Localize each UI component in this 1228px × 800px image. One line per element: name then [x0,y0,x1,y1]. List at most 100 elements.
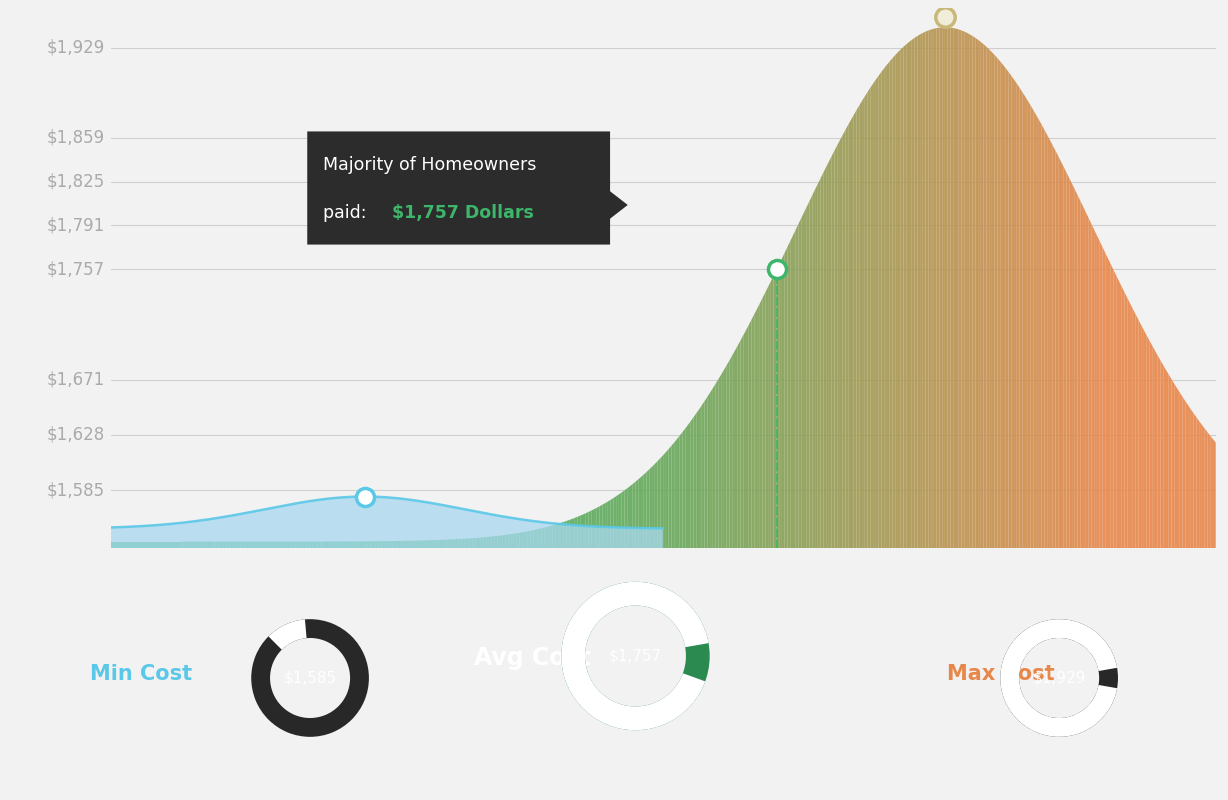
Polygon shape [1006,68,1008,548]
Polygon shape [942,27,946,548]
Polygon shape [395,541,398,548]
Polygon shape [384,541,387,548]
Polygon shape [517,533,519,548]
Polygon shape [349,542,351,548]
Text: $1,929: $1,929 [47,39,106,57]
Polygon shape [1127,298,1130,548]
Text: $1,825: $1,825 [47,173,106,190]
Polygon shape [1119,281,1122,548]
Polygon shape [1008,72,1012,548]
Polygon shape [639,477,641,548]
Polygon shape [581,514,583,548]
Polygon shape [901,46,904,548]
Polygon shape [296,542,298,548]
Polygon shape [837,140,840,548]
Polygon shape [166,542,168,548]
Polygon shape [332,542,334,548]
Polygon shape [365,542,367,548]
Polygon shape [683,429,685,548]
Polygon shape [406,541,409,548]
Polygon shape [491,536,495,548]
Polygon shape [122,542,124,548]
Polygon shape [754,309,756,548]
Polygon shape [732,350,736,548]
Polygon shape [685,425,688,548]
Polygon shape [152,542,155,548]
Text: $1,791: $1,791 [47,216,106,234]
Polygon shape [603,503,605,548]
Polygon shape [765,286,769,548]
Polygon shape [144,542,146,548]
Polygon shape [252,542,254,548]
Polygon shape [426,540,429,548]
Polygon shape [957,29,959,548]
Polygon shape [497,535,500,548]
Text: $1,929: $1,929 [1033,670,1086,686]
Polygon shape [1061,162,1063,548]
Polygon shape [787,241,791,548]
Polygon shape [661,455,663,548]
Polygon shape [718,374,721,548]
Polygon shape [437,540,440,548]
Polygon shape [824,167,826,548]
Polygon shape [124,542,128,548]
Text: $1,757: $1,757 [609,649,662,663]
Polygon shape [826,162,829,548]
Polygon shape [829,156,831,548]
Polygon shape [150,542,152,548]
Polygon shape [503,535,506,548]
Polygon shape [776,264,779,548]
Polygon shape [760,298,763,548]
Polygon shape [690,418,694,548]
Polygon shape [376,541,378,548]
Polygon shape [842,130,846,548]
Polygon shape [177,542,179,548]
Polygon shape [712,384,716,548]
Polygon shape [1030,106,1034,548]
Polygon shape [616,494,619,548]
Polygon shape [779,258,782,548]
Polygon shape [1023,92,1025,548]
Polygon shape [188,542,190,548]
Polygon shape [115,542,119,548]
Polygon shape [771,275,774,548]
Polygon shape [798,218,801,548]
Polygon shape [276,542,279,548]
Polygon shape [588,510,592,548]
Polygon shape [658,458,661,548]
Polygon shape [594,508,597,548]
Polygon shape [964,31,968,548]
Polygon shape [935,28,937,548]
Polygon shape [323,542,327,548]
Polygon shape [500,535,503,548]
Polygon shape [138,542,141,548]
Polygon shape [846,125,849,548]
Polygon shape [528,530,530,548]
Polygon shape [530,530,533,548]
Wedge shape [561,582,710,730]
Polygon shape [725,365,727,548]
Polygon shape [1072,184,1074,548]
Polygon shape [688,421,690,548]
Polygon shape [371,542,373,548]
Polygon shape [373,542,376,548]
Polygon shape [440,540,442,548]
Polygon shape [630,484,632,548]
Polygon shape [208,542,210,548]
Polygon shape [111,497,663,548]
Polygon shape [672,442,674,548]
Polygon shape [1133,309,1136,548]
Polygon shape [1158,355,1160,548]
Polygon shape [221,542,223,548]
Polygon shape [820,173,824,548]
Polygon shape [984,44,986,548]
Polygon shape [559,523,561,548]
Polygon shape [1036,115,1039,548]
Polygon shape [561,522,564,548]
Polygon shape [749,319,752,548]
Polygon shape [1050,140,1052,548]
Polygon shape [1081,201,1083,548]
Polygon shape [133,542,135,548]
Polygon shape [815,184,818,548]
Polygon shape [946,27,948,548]
